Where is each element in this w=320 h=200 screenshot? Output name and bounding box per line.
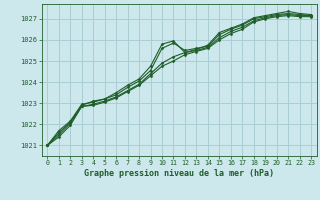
X-axis label: Graphe pression niveau de la mer (hPa): Graphe pression niveau de la mer (hPa) xyxy=(84,169,274,178)
